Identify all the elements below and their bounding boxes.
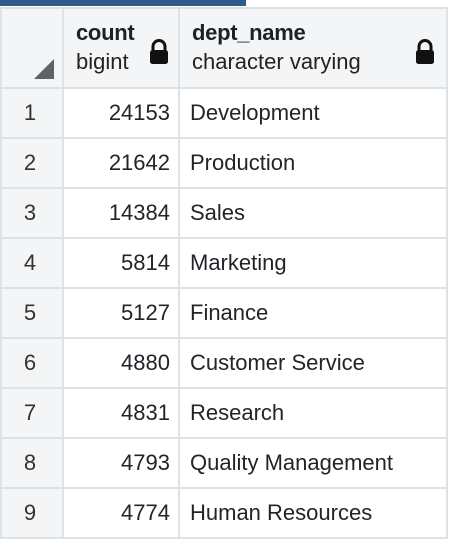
active-tab-indicator	[0, 0, 246, 6]
dept-name-cell[interactable]: Development	[178, 87, 448, 139]
count-cell[interactable]: 5814	[62, 237, 180, 289]
dept-name-cell[interactable]: Marketing	[178, 237, 448, 289]
column-header-count[interactable]: count bigint	[62, 7, 180, 89]
select-all-corner[interactable]	[0, 7, 64, 89]
table-row[interactable]: 5 5127 Finance	[0, 287, 448, 339]
count-cell[interactable]: 14384	[62, 187, 180, 239]
table-row[interactable]: 6 4880 Customer Service	[0, 337, 448, 389]
count-cell[interactable]: 24153	[62, 87, 180, 139]
dept-name-cell[interactable]: Human Resources	[178, 487, 448, 539]
select-all-icon[interactable]	[34, 59, 54, 79]
row-number[interactable]: 3	[0, 187, 64, 239]
count-cell[interactable]: 21642	[62, 137, 180, 189]
count-cell[interactable]: 4831	[62, 387, 180, 439]
table-row[interactable]: 3 14384 Sales	[0, 187, 448, 239]
dept-name-cell[interactable]: Production	[178, 137, 448, 189]
table-row[interactable]: 7 4831 Research	[0, 387, 448, 439]
count-cell[interactable]: 5127	[62, 287, 180, 339]
count-cell[interactable]: 4880	[62, 337, 180, 389]
row-number[interactable]: 1	[0, 87, 64, 139]
column-type: character varying	[192, 49, 361, 74]
count-cell[interactable]: 4774	[62, 487, 180, 539]
result-table: count bigint dept_name character varying	[0, 7, 448, 539]
column-name: dept_name	[192, 20, 306, 45]
dept-name-cell[interactable]: Quality Management	[178, 437, 448, 489]
dept-name-cell[interactable]: Sales	[178, 187, 448, 239]
table-row[interactable]: 4 5814 Marketing	[0, 237, 448, 289]
table-row[interactable]: 8 4793 Quality Management	[0, 437, 448, 489]
count-cell[interactable]: 4793	[62, 437, 180, 489]
row-number[interactable]: 7	[0, 387, 64, 439]
dept-name-cell[interactable]: Research	[178, 387, 448, 439]
row-number[interactable]: 2	[0, 137, 64, 189]
dept-name-cell[interactable]: Finance	[178, 287, 448, 339]
column-name: count	[76, 20, 135, 45]
header-row: count bigint dept_name character varying	[0, 7, 448, 89]
row-number[interactable]: 9	[0, 487, 64, 539]
row-number[interactable]: 5	[0, 287, 64, 339]
table-row[interactable]: 1 24153 Development	[0, 87, 448, 139]
dept-name-cell[interactable]: Customer Service	[178, 337, 448, 389]
row-number[interactable]: 6	[0, 337, 64, 389]
column-header-dept-name[interactable]: dept_name character varying	[178, 7, 448, 89]
lock-icon	[416, 39, 434, 64]
row-number[interactable]: 4	[0, 237, 64, 289]
column-type: bigint	[76, 49, 129, 74]
table-row[interactable]: 2 21642 Production	[0, 137, 448, 189]
row-number[interactable]: 8	[0, 437, 64, 489]
table-row[interactable]: 9 4774 Human Resources	[0, 487, 448, 539]
lock-icon	[150, 39, 168, 64]
